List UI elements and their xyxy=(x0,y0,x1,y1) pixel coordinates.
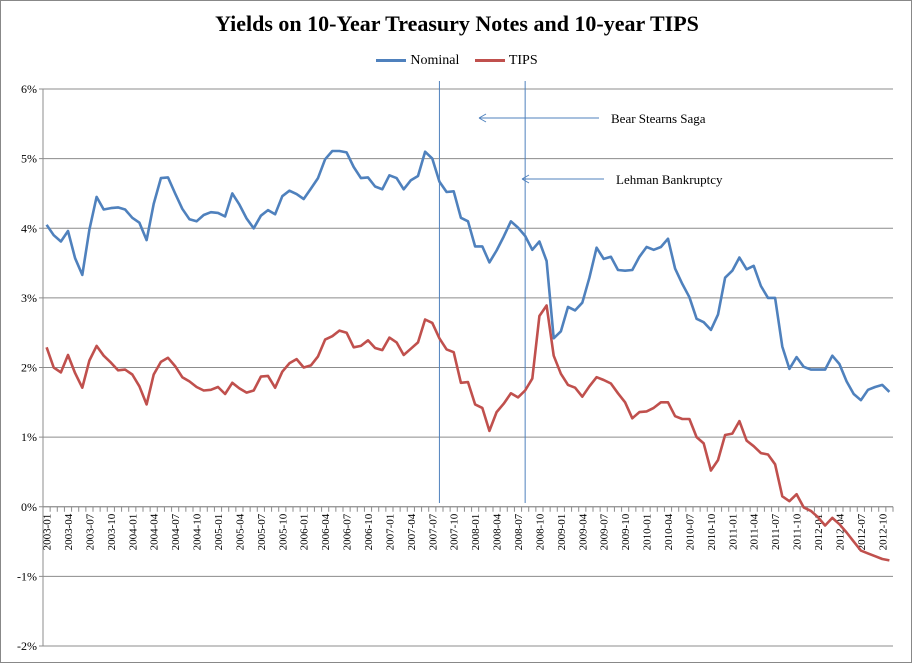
x-tick-label: 2004-01 xyxy=(127,514,139,551)
x-tick-label: 2009-10 xyxy=(620,513,632,550)
x-tick-label: 2004-10 xyxy=(192,513,204,550)
y-tick-label: 4% xyxy=(21,221,37,235)
gridlines xyxy=(43,88,893,647)
y-tick-label: 5% xyxy=(21,152,37,166)
legend-swatch-nominal xyxy=(376,59,407,62)
annotation-arrowhead xyxy=(521,174,530,184)
x-tick-label: 2012-10 xyxy=(877,513,889,550)
x-tick-label: 2010-04 xyxy=(663,513,675,550)
y-axis: -2% -1% 0% 1% 2% 3% 4% 5% 6% xyxy=(17,82,44,653)
chart-title: Yields on 10-Year Treasury Notes and 10-… xyxy=(215,11,699,36)
annotation-label: Bear Stearns Saga xyxy=(611,111,706,126)
x-tick-label: 2005-04 xyxy=(234,513,246,550)
annotation-arrowhead xyxy=(478,113,487,123)
legend-item-tips: TIPS xyxy=(474,52,538,69)
x-tick-label: 2007-10 xyxy=(449,513,461,550)
x-tick-label: 2010-07 xyxy=(684,513,696,550)
y-tick-label: 6% xyxy=(21,82,37,96)
x-tick-label: 2006-01 xyxy=(299,514,311,551)
x-tick-label: 2006-04 xyxy=(320,513,332,550)
x-tick-label: 2008-01 xyxy=(470,514,482,551)
x-tick-label: 2009-07 xyxy=(599,513,611,550)
x-tick-label: 2005-07 xyxy=(256,513,268,550)
x-tick-label: 2004-07 xyxy=(170,513,182,550)
x-tick-label: 2007-07 xyxy=(427,513,439,550)
x-tick-label: 2005-10 xyxy=(277,513,289,550)
x-tick-label: 2009-01 xyxy=(556,514,568,551)
series-line-nominal xyxy=(45,149,891,402)
x-axis: 2003-01 2003-04 2003-07 2003-10 2004-01 2004-… xyxy=(42,506,894,551)
legend-label-tips: TIPS xyxy=(508,52,538,68)
chart-legend: Nominal TIPS xyxy=(1,51,912,69)
x-tick-label: 2007-04 xyxy=(406,513,418,550)
y-tick-label: -1% xyxy=(17,569,37,583)
legend-label-nominal: Nominal xyxy=(410,52,460,68)
x-tick-label: 2006-07 xyxy=(342,513,354,550)
annotation-label: Lehman Bankruptcy xyxy=(616,172,723,187)
series-lines xyxy=(45,149,891,562)
x-tick-label: 2010-01 xyxy=(642,514,654,551)
x-tick-label: 2009-04 xyxy=(577,513,589,550)
x-tick-label: 2003-10 xyxy=(106,513,118,550)
x-tick-label: 2003-04 xyxy=(63,513,75,550)
x-tick-label: 2012-07 xyxy=(856,513,868,550)
x-tick-label: 2008-10 xyxy=(534,513,546,550)
x-tick-label: 2008-04 xyxy=(492,513,504,550)
y-tick-label: 0% xyxy=(21,500,37,514)
legend-swatch-tips xyxy=(474,59,505,62)
y-tick-label: 3% xyxy=(21,291,37,305)
x-tick-label: 2003-07 xyxy=(84,513,96,550)
x-tick-label: 2003-01 xyxy=(42,514,54,551)
y-tick-label: 2% xyxy=(21,361,37,375)
x-tick-label: 2011-07 xyxy=(770,513,782,550)
x-tick-label: 2007-01 xyxy=(384,514,396,551)
y-tick-label: 1% xyxy=(21,430,37,444)
y-tick-label: -2% xyxy=(17,639,37,653)
x-tick-label: 2011-04 xyxy=(749,513,761,550)
x-tick-label: 2004-04 xyxy=(149,513,161,550)
x-tick-label: 2010-10 xyxy=(706,513,718,550)
x-tick-label: 2008-07 xyxy=(513,513,525,550)
x-tick-label: 2006-10 xyxy=(363,513,375,550)
series-line-tips xyxy=(45,304,890,562)
x-tick-label: 2005-01 xyxy=(213,514,225,551)
legend-item-nominal: Nominal xyxy=(376,53,459,69)
x-tick-label: 2011-10 xyxy=(792,513,804,550)
annotations: Bear Stearns Saga Lehman Bankruptcy xyxy=(438,81,723,503)
x-tick-label: 2011-01 xyxy=(727,514,739,550)
